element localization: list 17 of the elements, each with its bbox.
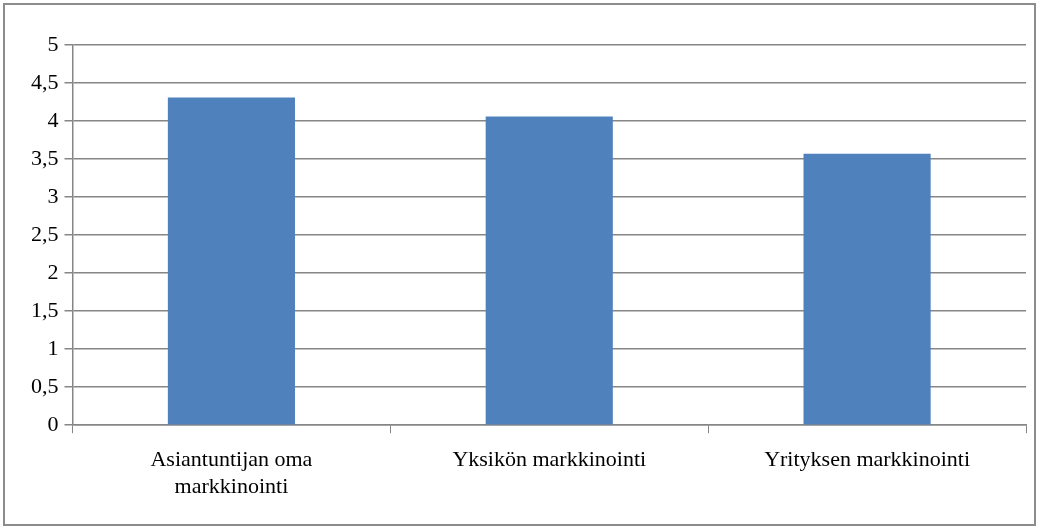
y-tick-label: 4 [47,106,59,132]
y-tick-label: 3 [47,182,59,208]
bar [485,116,613,425]
y-tick-label: 2,5 [31,220,59,246]
y-tick-label: 2 [47,258,59,284]
y-tick-label: 3,5 [31,144,59,170]
y-tick-label: 0,5 [31,372,59,398]
y-tick-label: 1,5 [31,296,59,322]
bar [803,153,931,425]
x-tick-label: Yksikön markkinointi [452,446,647,472]
x-tick-label: Asiantuntijan oma markkinointi [150,446,313,498]
bar [167,97,295,425]
y-tick-label: 5 [47,30,59,56]
y-tick-label: 4,5 [31,68,59,94]
x-tick-label: Yrityksen markkinointi [764,446,971,472]
y-tick-label: 0 [47,410,59,436]
y-tick-label: 1 [47,334,59,360]
